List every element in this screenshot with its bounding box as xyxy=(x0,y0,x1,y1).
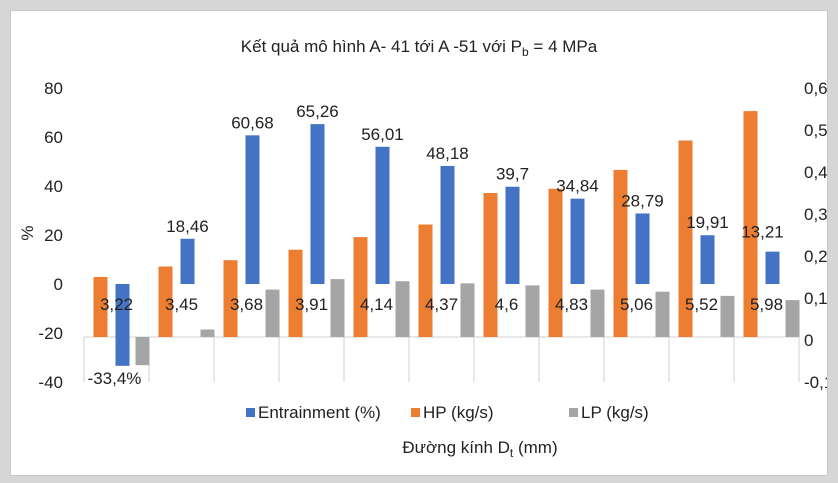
data-label-entrainment: 13,21 xyxy=(741,223,784,242)
x-axis-label-sub: t xyxy=(510,446,514,460)
y2-tick-label: 0,3 xyxy=(804,205,827,224)
bar-lp xyxy=(200,329,215,337)
bar-lp xyxy=(460,283,475,337)
bar-entrainment xyxy=(505,186,520,284)
legend: Entrainment (%) HP (kg/s) LP (kg/s) xyxy=(246,403,649,422)
bar-entrainment xyxy=(570,198,585,284)
chart-title-main: Kết quả mô hình A- 41 tới A -51 với P xyxy=(241,37,522,56)
chart-title-sub: b xyxy=(522,45,529,59)
y-tick-label: 0 xyxy=(54,275,63,294)
y-tick-label: 80 xyxy=(44,79,63,98)
plot-area: 80 60 40 20 0 -20 -40 0,6 0,5 0,4 0,3 0,2 0,1 0 -0,1 -3… xyxy=(38,79,833,392)
category-label: 3,45 xyxy=(165,295,198,314)
category-label: 5,06 xyxy=(620,295,653,314)
data-label-entrainment: 48,18 xyxy=(426,144,469,163)
y2-tick-label: 0,4 xyxy=(804,163,827,182)
bar-entrainment xyxy=(440,165,455,284)
data-label-entrainment: 34,84 xyxy=(556,177,599,196)
legend-label: HP (kg/s) xyxy=(423,403,494,422)
bar-hp xyxy=(743,111,758,337)
y2-tick-label: 0 xyxy=(804,331,813,350)
chart-title-tail: = 4 MPa xyxy=(529,37,598,56)
bar-entrainment xyxy=(115,284,130,366)
y-axis-label: % xyxy=(18,225,37,240)
bar-entrainment xyxy=(180,238,195,284)
bar-hp xyxy=(483,193,498,337)
y2-tick-label: 0,1 xyxy=(804,289,827,308)
category-label: 5,52 xyxy=(685,295,718,314)
data-label-entrainment: 39,7 xyxy=(496,165,529,184)
bar-lp xyxy=(655,291,670,337)
x-axis-label-tail: (mm) xyxy=(513,438,557,457)
data-label-entrainment: 56,01 xyxy=(361,125,404,144)
chart-frame: Kết quả mô hình A- 41 tới A -51 với Pb =… xyxy=(10,10,833,476)
data-label-entrainment: 60,68 xyxy=(231,113,274,132)
y2-tick-label: 0,2 xyxy=(804,247,827,266)
y2-tick-label: 0,6 xyxy=(804,79,827,98)
category-label: 4,37 xyxy=(425,295,458,314)
y-tick-label: 40 xyxy=(44,177,63,196)
legend-label: LP (kg/s) xyxy=(581,403,649,422)
bar-hp xyxy=(353,237,368,337)
category-label: 4,83 xyxy=(555,295,588,314)
category-label: 4,14 xyxy=(360,295,393,314)
bar-entrainment xyxy=(375,146,390,284)
bar-entrainment xyxy=(245,135,260,284)
bar-hp xyxy=(418,224,433,337)
data-label-entrainment: -33,4% xyxy=(88,369,142,388)
bar-lp xyxy=(590,289,605,337)
y-tick-label: -20 xyxy=(38,324,63,343)
y-tick-label: -40 xyxy=(38,373,63,392)
bar-entrainment xyxy=(765,251,780,284)
bar-lp xyxy=(135,337,150,366)
data-label-entrainment: 18,46 xyxy=(166,217,209,236)
category-label: 5,98 xyxy=(750,295,783,314)
y2-tick-label: 0,5 xyxy=(804,121,827,140)
bar-lp xyxy=(330,279,345,337)
bar-hp xyxy=(548,188,563,337)
legend-label: Entrainment (%) xyxy=(258,403,381,422)
chart-title: Kết quả mô hình A- 41 tới A -51 với Pb =… xyxy=(241,37,598,59)
y-tick-label: 20 xyxy=(44,226,63,245)
data-label-entrainment: 65,26 xyxy=(296,102,339,121)
bar-lp xyxy=(525,285,540,337)
bar-entrainment xyxy=(310,124,325,284)
category-label: 4,6 xyxy=(495,295,519,314)
bar-hp xyxy=(93,277,108,337)
bar-hp xyxy=(288,249,303,337)
bar-entrainment xyxy=(700,235,715,284)
bar-hp xyxy=(613,169,628,337)
y-tick-label: 60 xyxy=(44,128,63,147)
bar-entrainment xyxy=(635,213,650,284)
bar-hp xyxy=(223,260,238,337)
legend-swatch xyxy=(569,408,578,417)
category-label: 3,91 xyxy=(295,295,328,314)
bar-lp xyxy=(720,295,735,337)
bar-hp xyxy=(158,266,173,337)
category-label: 3,22 xyxy=(100,295,133,314)
bar-lp xyxy=(785,300,800,337)
data-label-entrainment: 19,91 xyxy=(686,213,729,232)
bar-lp xyxy=(395,281,410,337)
x-axis-label: Đường kính Dt (mm) xyxy=(402,438,557,460)
bar-lp xyxy=(265,289,280,337)
legend-swatch xyxy=(411,408,420,417)
chart-svg: Kết quả mô hình A- 41 tới A -51 với Pb =… xyxy=(18,37,833,460)
y2-tick-label: -0,1 xyxy=(804,373,827,392)
x-axis-label-main: Đường kính D xyxy=(402,438,510,457)
data-label-entrainment: 28,79 xyxy=(621,191,664,210)
category-label: 3,68 xyxy=(230,295,263,314)
bar-hp xyxy=(678,140,693,337)
legend-swatch xyxy=(246,408,255,417)
